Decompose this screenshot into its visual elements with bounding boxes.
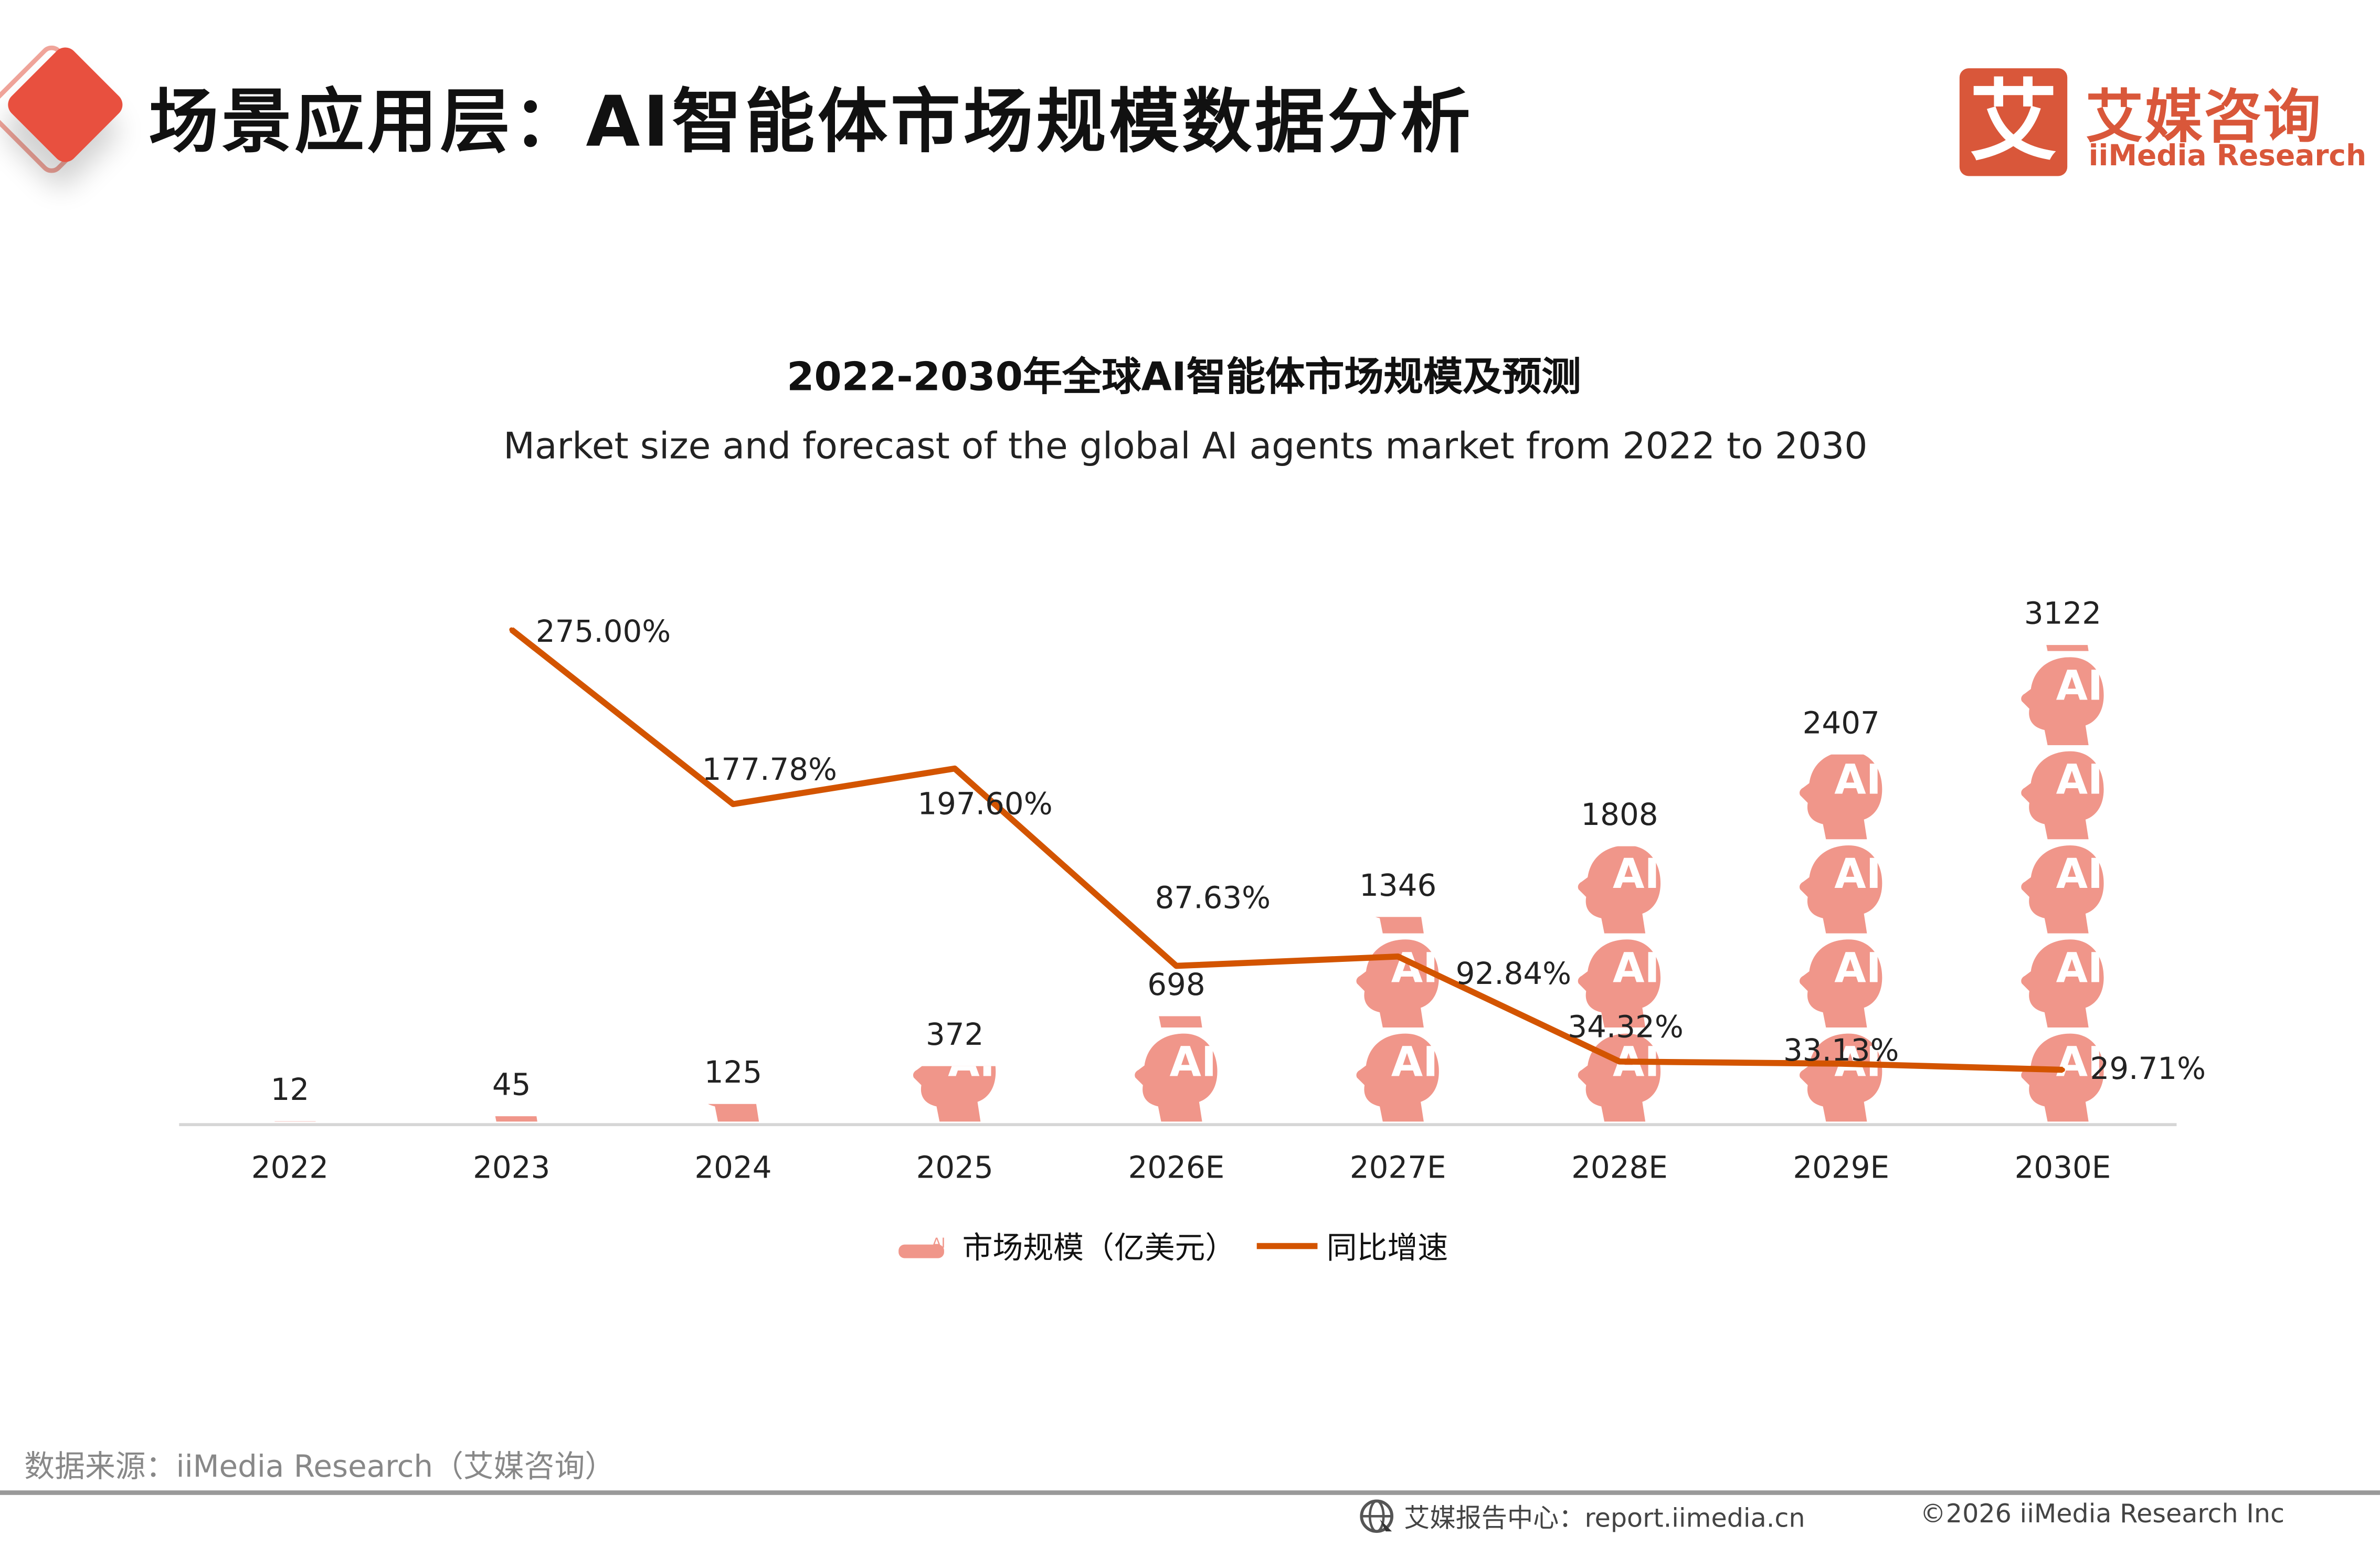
bar-value-label: 1808 xyxy=(1581,797,1658,832)
page-title: 场景应用层：AI智能体市场规模数据分析 xyxy=(149,80,1474,163)
ai-head-icon xyxy=(692,939,774,1027)
bar-value-label: 698 xyxy=(1147,967,1205,1002)
growth-label: 92.84% xyxy=(1456,956,1571,991)
x-tick-label: 2028E xyxy=(1571,1149,1668,1185)
ai-head-icon xyxy=(470,939,552,1027)
ai-head-icon xyxy=(1800,845,1882,934)
chart-title: 2022-2030年全球AI智能体市场规模及预测 xyxy=(787,355,1581,401)
data-source: 数据来源：iiMedia Research（艾媒咨询） xyxy=(24,1448,616,1485)
x-tick-label: 2025 xyxy=(916,1149,993,1185)
ai-head-icon xyxy=(2021,845,2104,934)
growth-point xyxy=(509,627,514,632)
footer-site: 艾媒报告中心：report.iimedia.cn xyxy=(1359,1497,1805,1534)
growth-point xyxy=(952,766,957,771)
chart-subtitle: Market size and forecast of the global A… xyxy=(503,425,1868,468)
legend-growth-rate: 同比增速 xyxy=(1326,1229,1448,1266)
growth-line xyxy=(510,627,2063,1073)
legend-ai-head-icon: AI xyxy=(898,1235,945,1258)
x-tick-label: 2030E xyxy=(2015,1149,2111,1185)
growth-point xyxy=(2060,1067,2065,1072)
x-tick-label: 2026E xyxy=(1128,1149,1225,1185)
x-tick-label: 2024 xyxy=(694,1149,771,1185)
legend: AI 市场规模（亿美元） 同比增速 xyxy=(895,1223,1448,1267)
x-tick-label: 2027E xyxy=(1350,1149,1446,1185)
bar-value-label: 12 xyxy=(271,1072,310,1107)
growth-label: 275.00% xyxy=(536,613,671,649)
footer-site-link[interactable]: 艾媒报告中心：report.iimedia.cn xyxy=(1404,1504,1805,1535)
ai-head-icon xyxy=(1356,751,1438,840)
bar-value-label: 125 xyxy=(704,1054,762,1090)
brand-logo-en: iiMedia Research xyxy=(2088,140,2367,173)
growth-point xyxy=(1174,963,1179,968)
bar-value-label: 3122 xyxy=(2024,596,2101,631)
bar-value-label: 2407 xyxy=(1803,705,1880,740)
bar-value-label: 372 xyxy=(926,1016,983,1052)
svg-text:AI: AI xyxy=(932,1235,945,1251)
ai-head-icon xyxy=(1135,1033,1218,1122)
bar-value-label: 1346 xyxy=(1359,867,1436,903)
growth-label: 197.60% xyxy=(917,786,1052,821)
ai-head-icon xyxy=(2021,751,2104,840)
growth-label: 34.32% xyxy=(1568,1009,1684,1045)
x-tick-label: 2022 xyxy=(251,1149,329,1185)
ai-head-icon xyxy=(2021,939,2104,1028)
ai-head-icon xyxy=(1800,939,1882,1028)
bar-2024 xyxy=(691,939,775,1122)
ai-head-icon xyxy=(913,939,996,1027)
growth-label: 33.13% xyxy=(1783,1032,1899,1068)
brand-logo-cn: 艾媒咨询 xyxy=(2085,83,2323,151)
ai-head-icon xyxy=(1356,939,1439,1028)
ai-head-icon xyxy=(2021,657,2104,746)
growth-point xyxy=(731,801,736,807)
growth-label: 177.78% xyxy=(702,751,837,787)
growth-label: 29.71% xyxy=(2090,1051,2206,1086)
x-tick-label: 2029E xyxy=(1793,1149,1889,1185)
growth-label: 87.63% xyxy=(1155,880,1271,916)
ai-head-icon xyxy=(1800,754,1882,840)
bar-2030E xyxy=(2021,469,2104,1122)
ai-head-icon xyxy=(2021,469,2103,557)
bar-2027E xyxy=(1356,751,1439,1122)
copyright: ©2026 iiMedia Research Inc xyxy=(1920,1499,2285,1530)
ai-head-icon xyxy=(248,939,331,1027)
bar-value-label: 45 xyxy=(492,1067,531,1103)
ai-head-icon xyxy=(1356,1033,1439,1122)
ai-head-icon xyxy=(1578,846,1661,934)
legend-line-swatch xyxy=(1256,1242,1318,1248)
legend-market-size: 市场规模（亿美元） xyxy=(962,1229,1236,1266)
growth-point xyxy=(1617,1059,1622,1064)
x-tick-label: 2023 xyxy=(473,1149,550,1185)
brand-logo-mark: 艾 xyxy=(1959,68,2068,176)
growth-point xyxy=(1838,1061,1844,1066)
footer-divider xyxy=(0,1490,2380,1495)
growth-point xyxy=(1395,954,1401,959)
globe-icon xyxy=(1360,1499,1394,1532)
